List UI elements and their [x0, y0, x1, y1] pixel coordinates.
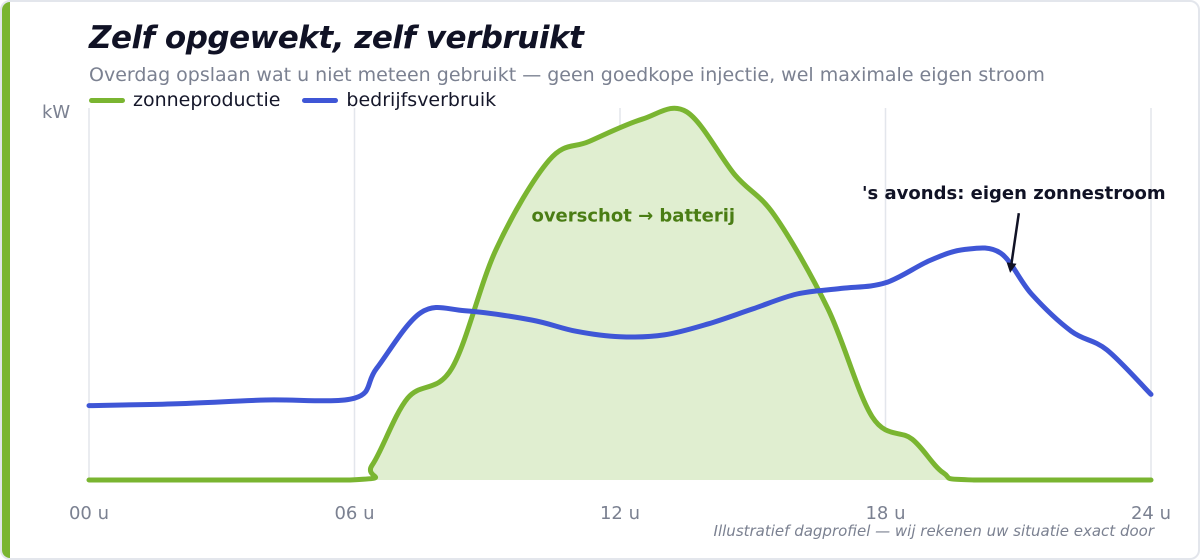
legend: zonneproductie bedrijfsverbruik: [89, 89, 518, 111]
legend-label-production: zonneproductie: [133, 89, 281, 111]
legend-item-production: zonneproductie: [89, 89, 280, 111]
series-layer: [86, 105, 1154, 483]
legend-label-consumption: bedrijfsverbruik: [346, 89, 497, 111]
accent-bar: [2, 2, 10, 558]
series-line-1: [86, 245, 1154, 409]
area-layer: [89, 108, 1151, 480]
legend-item-consumption: bedrijfsverbruik: [302, 89, 496, 111]
series-area-0: [89, 108, 1151, 480]
annotations: overschot → batterij 's avonds: eigen zon…: [531, 183, 1166, 273]
y-axis-unit: kW: [42, 102, 70, 123]
footnote: Illustratief dagprofiel — wij rekenen uw…: [713, 522, 1154, 540]
legend-swatch-consumption: [302, 97, 339, 103]
x-axis: 00 u 06 u 12 u 18 u 24 u: [69, 503, 1171, 524]
x-tick-label: 00 u: [69, 503, 109, 524]
annotation-arrow: [1006, 212, 1021, 273]
annotation-label: overschot → batterij: [531, 205, 735, 226]
chart-subtitle: Overdag opslaan wat u niet meteen gebrui…: [89, 64, 1045, 86]
x-tick-label: 12 u: [600, 503, 640, 524]
annotation-label: 's avonds: eigen zonnestroom: [862, 183, 1166, 204]
chart-title: Zelf opgewekt, zelf verbruikt: [89, 20, 584, 56]
legend-swatch-production: [89, 97, 125, 103]
x-tick-label: 06 u: [334, 503, 374, 524]
x-tick-label: 24 u: [1131, 503, 1171, 524]
x-tick-label: 18 u: [865, 503, 905, 524]
series-line-0: [86, 105, 1154, 483]
